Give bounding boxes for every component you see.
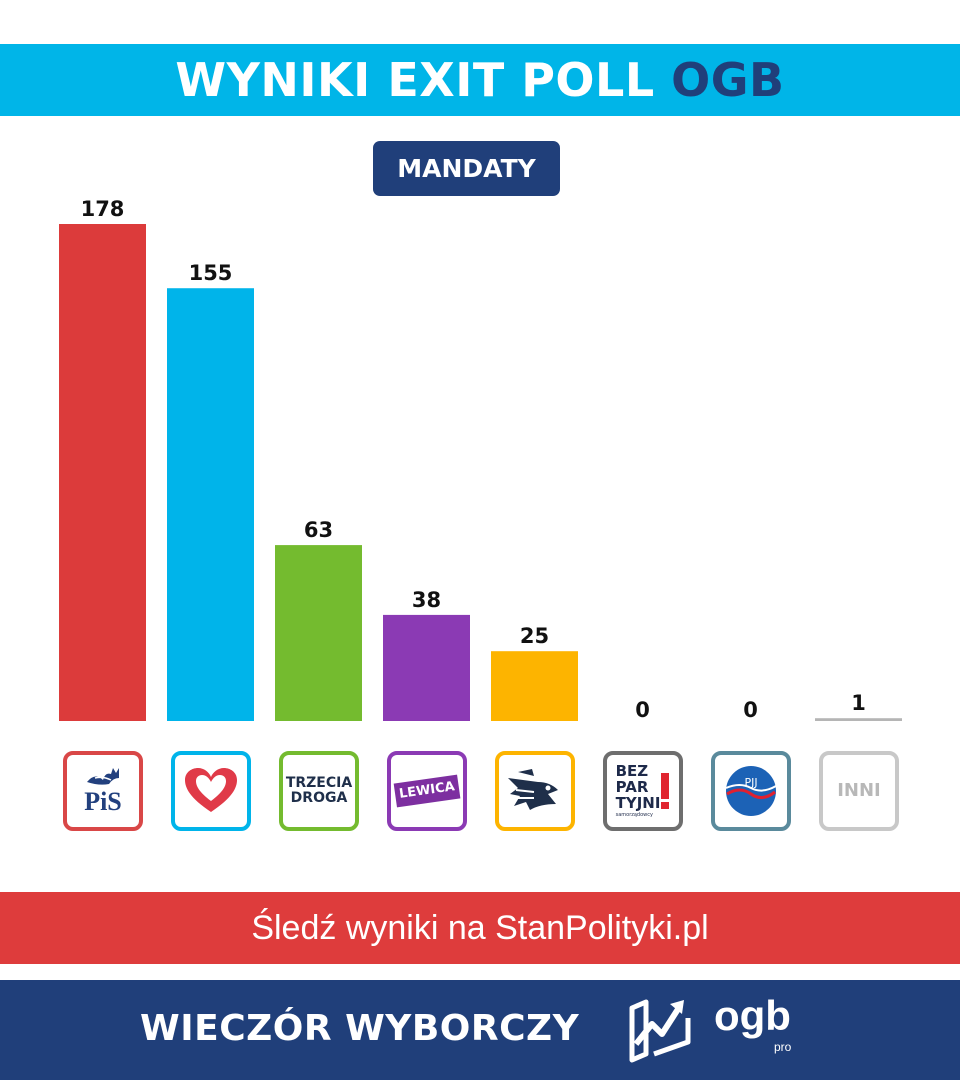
konfederacja-logo: [495, 751, 575, 831]
eagle-crown-icon: [87, 768, 119, 786]
cta-banner: Śledź wyniki na StanPolityki.pl: [0, 892, 960, 964]
title-brand: OGB: [671, 53, 785, 107]
ogb-logo-word: ogb: [714, 992, 791, 1039]
bezpartyjni-line2: PAR: [615, 778, 649, 797]
bar-value-trzecia-droga: 63: [304, 518, 333, 542]
inni-logo-text: INNI: [837, 779, 881, 801]
trzecia-droga-line1: TRZECIA: [285, 775, 353, 792]
bar-trzecia-droga: [275, 545, 362, 721]
pjj-logo: PJJ: [711, 751, 791, 831]
bezpartyjni-line3: TYJNI: [615, 793, 661, 812]
ogb-chart-arrow-icon: [629, 999, 691, 1063]
pis-logo-text: PiS: [84, 787, 122, 817]
eagle-icon: [508, 769, 558, 810]
bezpartyjni-logo: BEZ PAR TYJNI samorządowcy: [603, 751, 683, 831]
bar-lewica: [383, 614, 470, 721]
heart-icon: [185, 768, 237, 812]
bar-value-ko: 155: [189, 261, 233, 285]
bar-value-pis: 178: [81, 197, 125, 221]
bar-inni: [815, 718, 902, 721]
cta-link[interactable]: Śledź wyniki na StanPolityki.pl: [251, 908, 709, 947]
title-banner: WYNIKI EXIT POLL OGB: [0, 44, 960, 116]
ogb-logo-sub: pro: [774, 1040, 792, 1054]
pis-logo: PiS: [63, 751, 143, 831]
bar-ko: [167, 288, 254, 721]
lewica-logo-text: LEWICA: [393, 774, 461, 808]
trzecia-droga-line2: DROGA: [290, 790, 348, 806]
seat-bar-chart: 178 155 63 38 25 0 0 1: [59, 197, 902, 722]
lewica-logo: LEWICA: [387, 751, 467, 831]
inni-logo: INNI: [819, 751, 899, 831]
bar-konfederacja: [491, 651, 578, 721]
exclamation-icon: [661, 773, 670, 809]
pjj-logo-text: PJJ: [744, 776, 757, 789]
mandaty-badge: MANDATY: [373, 141, 560, 196]
event-title: WIECZÓR WYBORCZY: [140, 1008, 580, 1049]
bar-pis: [59, 224, 146, 721]
bar-value-bezpartyjni: 0: [635, 698, 650, 722]
bar-value-pjj: 0: [743, 698, 758, 722]
bar-value-lewica: 38: [412, 588, 441, 612]
event-footer: WIECZÓR WYBORCZY ogb pro: [0, 980, 960, 1080]
trzecia-droga-logo: TRZECIA DROGA: [279, 751, 359, 831]
title-text: WYNIKI EXIT POLL: [175, 53, 655, 107]
bezpartyjni-line1: BEZ: [615, 762, 649, 781]
bezpartyjni-sub: samorządowcy: [615, 811, 653, 818]
party-logos-row: PiS TRZECIA DROGA LEWICA BEZ PAR TYJNI s…: [0, 751, 960, 833]
bar-value-konfederacja: 25: [520, 624, 549, 648]
bezpartyjni-text-block: BEZ PAR TYJNI samorządowcy: [615, 762, 661, 818]
pjj-globe-icon: PJJ: [725, 766, 777, 816]
page-title: WYNIKI EXIT POLL OGB: [175, 53, 784, 107]
ko-logo: [171, 751, 251, 831]
bar-value-inni: 1: [851, 691, 866, 715]
